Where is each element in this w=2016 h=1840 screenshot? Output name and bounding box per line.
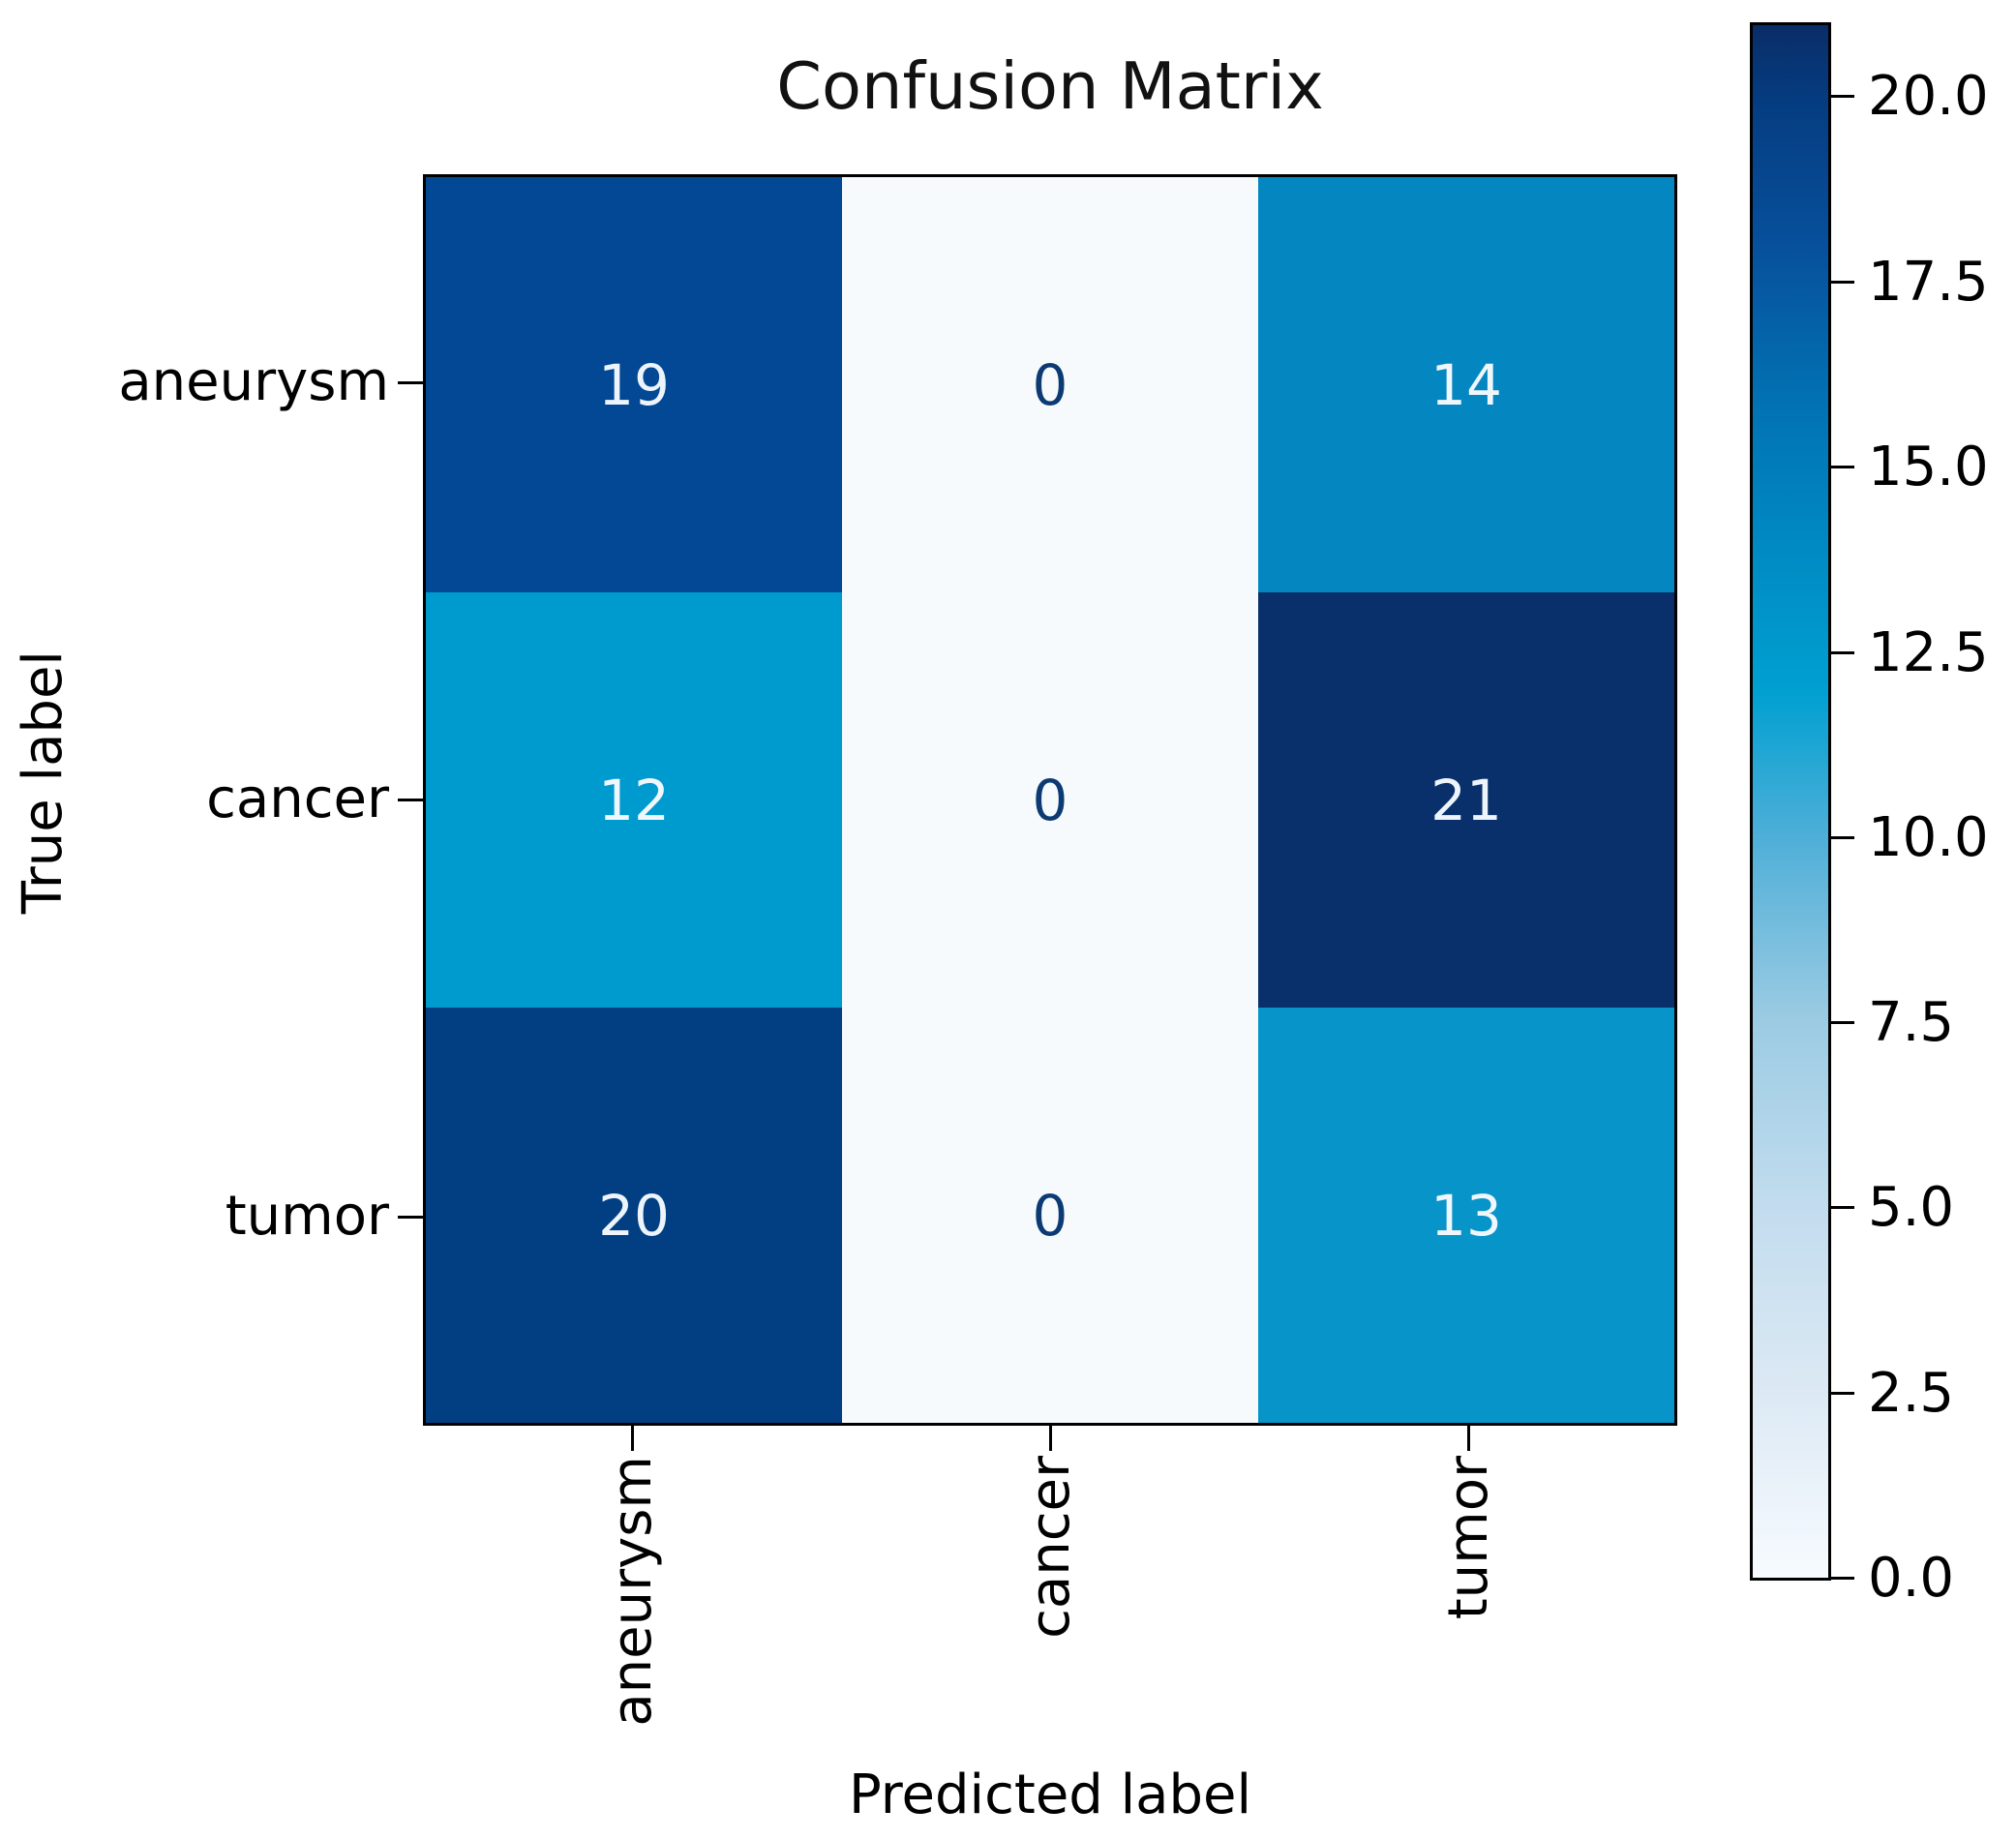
colorbar-tick: 17.5 xyxy=(1831,250,1989,314)
colorbar-tick: 12.5 xyxy=(1831,620,1989,684)
x-tick-mark xyxy=(1467,1426,1470,1451)
colorbar xyxy=(1750,22,1831,1581)
x-tick-mark xyxy=(631,1426,634,1451)
colorbar-tick: 7.5 xyxy=(1831,990,1954,1054)
colorbar-tick-mark xyxy=(1831,280,1854,284)
colorbar-tick-label: 20.0 xyxy=(1868,64,1989,128)
colorbar-tick-label: 12.5 xyxy=(1868,620,1989,684)
x-tick-label-cancer: cancer xyxy=(1019,1456,1082,1639)
colorbar-tick-label: 5.0 xyxy=(1868,1175,1955,1239)
x-tick-mark xyxy=(1049,1426,1052,1451)
colorbar-tick-mark xyxy=(1831,650,1854,654)
colorbar-tick-mark xyxy=(1831,1576,1854,1580)
heatmap-cell-tumor-tumor: 13 xyxy=(1258,1008,1674,1423)
heatmap-cell-aneurysm-aneurysm: 19 xyxy=(426,177,842,592)
colorbar-tick: 20.0 xyxy=(1831,64,1989,128)
colorbar-tick-label: 7.5 xyxy=(1868,990,1955,1054)
colorbar-tick-mark xyxy=(1831,1020,1854,1024)
y-axis-label: True label xyxy=(12,650,75,915)
colorbar-tick: 0.0 xyxy=(1831,1546,1954,1610)
colorbar-tick-mark xyxy=(1831,94,1854,98)
colorbar-tick: 10.0 xyxy=(1831,805,1989,869)
y-tick-mark xyxy=(398,1216,423,1219)
colorbar-tick: 2.5 xyxy=(1831,1361,1954,1425)
x-axis-label: Predicted label xyxy=(848,1764,1252,1826)
colorbar-tick-mark xyxy=(1831,1205,1854,1209)
y-tick-mark xyxy=(398,799,423,801)
colorbar-tick-mark xyxy=(1831,835,1854,839)
y-tick-label-aneurysm: aneurysm xyxy=(118,350,389,413)
colorbar-tick-label: 15.0 xyxy=(1868,435,1989,498)
x-tick-label-aneurysm: aneurysm xyxy=(601,1456,664,1727)
heatmap-cell-aneurysm-cancer: 0 xyxy=(842,177,1258,592)
colorbar-tick-label: 10.0 xyxy=(1868,805,1989,869)
y-tick-label-tumor: tumor xyxy=(225,1185,389,1248)
y-tick-label-cancer: cancer xyxy=(206,768,389,830)
colorbar-tick-mark xyxy=(1831,1391,1854,1395)
colorbar-tick: 5.0 xyxy=(1831,1175,1954,1239)
colorbar-tick-label: 2.5 xyxy=(1868,1361,1955,1425)
heatmap-cell-cancer-aneurysm: 12 xyxy=(426,592,842,1008)
chart-title: Confusion Matrix xyxy=(776,48,1324,124)
x-tick-label-tumor: tumor xyxy=(1437,1456,1500,1620)
colorbar-tick-mark xyxy=(1831,465,1854,468)
heatmap-cell-tumor-cancer: 0 xyxy=(842,1008,1258,1423)
heatmap-cell-cancer-cancer: 0 xyxy=(842,592,1258,1008)
heatmap-cell-cancer-tumor: 21 xyxy=(1258,592,1674,1008)
colorbar-tick: 15.0 xyxy=(1831,435,1989,498)
heatmap-cell-tumor-aneurysm: 20 xyxy=(426,1008,842,1423)
heatmap-cell-aneurysm-tumor: 14 xyxy=(1258,177,1674,592)
heatmap-grid: 19 0 14 12 0 21 20 0 13 xyxy=(423,174,1677,1426)
colorbar-tick-label: 0.0 xyxy=(1868,1546,1955,1610)
colorbar-tick-label: 17.5 xyxy=(1868,250,1989,314)
y-tick-mark xyxy=(398,381,423,384)
colorbar-gradient xyxy=(1753,25,1828,1578)
